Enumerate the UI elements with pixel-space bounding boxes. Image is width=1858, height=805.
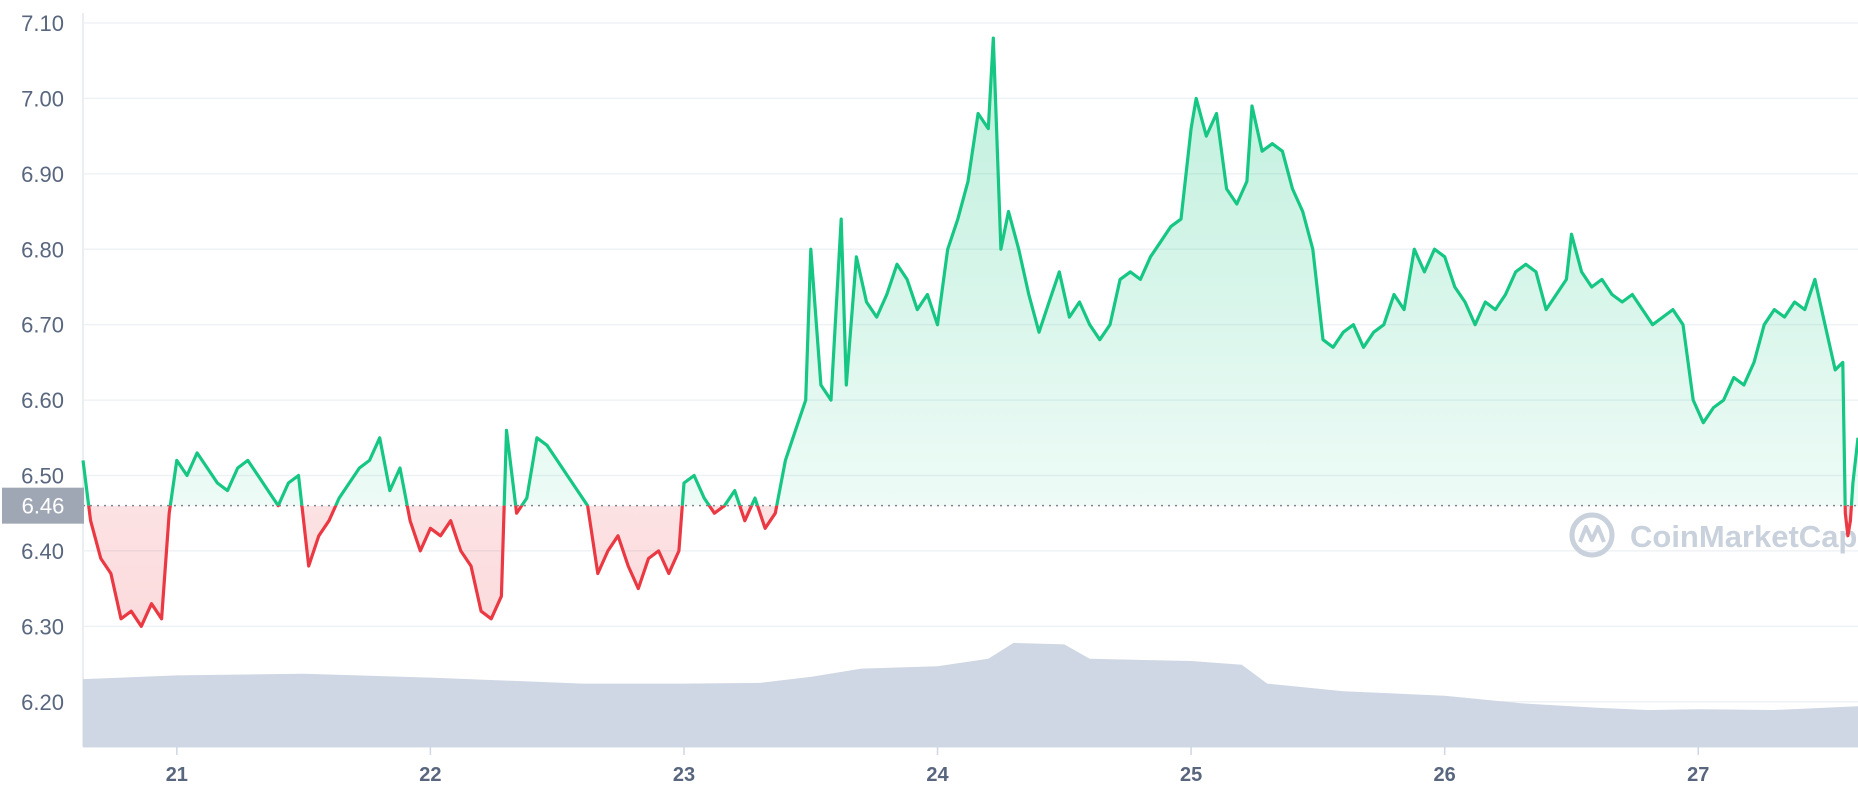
y-tick-label: 6.70 xyxy=(21,313,64,338)
x-tick-label: 25 xyxy=(1180,764,1202,786)
price-area-up xyxy=(83,38,1858,506)
price-line-up xyxy=(81,36,1858,506)
y-tick-label: 6.20 xyxy=(21,690,64,715)
current-price-badge: 6.46 xyxy=(2,487,84,524)
watermark-text: CoinMarketCap xyxy=(1630,519,1857,554)
x-tick-label: 27 xyxy=(1687,764,1709,786)
area-layer xyxy=(83,38,1858,627)
volume-area xyxy=(83,642,1858,747)
volume-layer xyxy=(83,642,1858,747)
coinmarketcap-logo-icon xyxy=(1569,512,1615,558)
current-price-label: 6.46 xyxy=(22,494,65,519)
x-tick-label: 24 xyxy=(926,764,949,786)
x-tick-label: 22 xyxy=(419,764,441,786)
y-tick-label: 6.30 xyxy=(21,614,64,639)
x-tick-label: 26 xyxy=(1434,764,1456,786)
y-tick-label: 6.90 xyxy=(21,162,64,187)
y-tick-label: 6.40 xyxy=(21,539,64,564)
watermark: CoinMarketCap xyxy=(1569,512,1857,558)
axis-layer: 6.20 6.30 6.40 6.50 6.60 6.70 6.80 6.90 7.00 7.10… xyxy=(21,11,1709,786)
y-tick-label: 6.50 xyxy=(21,464,64,489)
x-tick-label: 23 xyxy=(673,764,695,786)
price-line-layer xyxy=(81,36,1858,628)
y-tick-label: 6.60 xyxy=(21,388,64,413)
y-tick-label: 7.10 xyxy=(21,11,64,36)
x-tick-label: 21 xyxy=(166,764,188,786)
y-tick-label: 7.00 xyxy=(21,86,64,111)
y-tick-label: 6.80 xyxy=(21,237,64,262)
